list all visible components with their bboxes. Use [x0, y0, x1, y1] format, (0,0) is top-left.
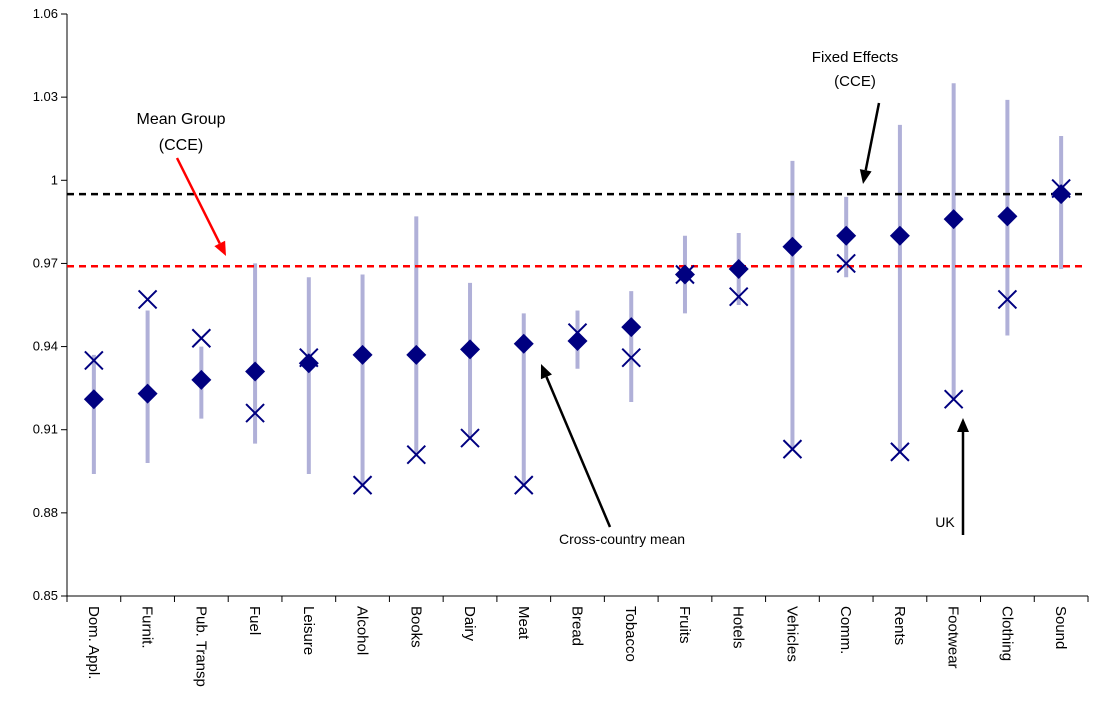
diamond-point: [728, 258, 749, 279]
x-point: [1051, 178, 1071, 199]
y-tick-label: 0.91: [33, 422, 58, 437]
range-bars: [91, 83, 1064, 486]
x-tick-label: Comm.: [837, 606, 854, 654]
x-tick-label: Fuel: [246, 606, 263, 635]
diamond-point: [245, 361, 266, 382]
y-tick-label: 0.85: [33, 588, 58, 603]
x-point: [245, 403, 265, 423]
x-point: [567, 323, 588, 343]
cross-country-mean-arrow-head: [540, 364, 552, 380]
axes: [61, 13, 1089, 602]
diamond-point: [621, 317, 642, 338]
diamond-point: [997, 206, 1018, 227]
diamond-point: [352, 344, 373, 365]
y-tick-label: 1.03: [33, 89, 58, 104]
x-point: [675, 264, 695, 285]
x-point: [84, 350, 104, 371]
x-tick-label: Alcohol: [354, 606, 371, 655]
x-tick-label: Pub. Transp: [192, 606, 209, 687]
mean-group-arrow-head: [214, 240, 226, 256]
diamond-point: [1051, 184, 1072, 205]
x-tick-label: Footwear: [945, 606, 962, 669]
x-point: [729, 286, 749, 307]
y-tick-label: 1: [51, 172, 58, 187]
x-tick-label: Meat: [515, 606, 532, 640]
uk-label: UK: [935, 514, 955, 530]
cross-country-mean-label: Cross-country mean: [559, 531, 685, 547]
reference-lines: [67, 192, 1086, 268]
mean-group-label: (CCE): [159, 137, 203, 154]
x-tick-label: Vehicles: [783, 606, 800, 662]
x-point: [890, 442, 910, 462]
mean-group-label: Mean Group: [137, 111, 226, 128]
diamond-point: [513, 333, 534, 354]
diamond-point: [943, 209, 964, 230]
x-tick-label: Rents: [891, 606, 908, 645]
diamond-point: [406, 344, 427, 365]
x-tick-label: Dom. Appl.: [85, 606, 102, 679]
x-tick-label: Tobacco: [622, 606, 639, 662]
diamond-point: [889, 225, 910, 246]
annotations: Fixed Effects (CCE) Mean Group (CCE) Cross-c…: [137, 49, 969, 547]
x-point: [299, 347, 319, 368]
x-point: [621, 347, 641, 368]
x-point: [836, 253, 856, 274]
x-tick-label: Hotels: [730, 606, 747, 649]
uk-arrow-head: [957, 418, 969, 432]
diamond-point: [567, 331, 588, 352]
x-point: [406, 444, 426, 465]
x-tick-label: Sound: [1052, 606, 1069, 649]
x-tick-label: Fruits: [676, 606, 693, 644]
x-tick-label: Dairy: [461, 606, 478, 642]
x-tick-label: Bread: [569, 606, 586, 646]
diamond-point: [137, 383, 158, 404]
fixed-effects-label: (CCE): [834, 73, 876, 90]
x-tick-label: Furnit.: [139, 606, 156, 649]
x-tick-label: Clothing: [998, 606, 1015, 661]
x-point: [460, 428, 480, 448]
x-tick-label: Leisure: [300, 606, 317, 655]
y-tick-label: 0.97: [33, 255, 58, 270]
diamond-point: [83, 389, 104, 410]
diamond-point: [298, 353, 319, 374]
diamond-point: [782, 236, 803, 257]
y-tick-labels: 0.85 0.88 0.91 0.94 0.97 1 1.03 1.06: [33, 6, 58, 603]
x-point: [782, 439, 803, 459]
x-point: [943, 389, 964, 409]
y-tick-label: 1.06: [33, 6, 58, 21]
fixed-effects-arrow: [864, 102, 881, 171]
x-point: [997, 289, 1018, 310]
x-point: [514, 475, 534, 495]
y-tick-label: 0.88: [33, 505, 58, 520]
cross-country-mean-arrow: [545, 376, 612, 528]
diamond-point: [836, 225, 857, 246]
diamond-point: [460, 339, 481, 360]
x-tick-label: Books: [407, 606, 424, 648]
x-point: [137, 289, 158, 310]
diamond-point: [191, 369, 212, 390]
mean-group-arrow: [175, 157, 221, 245]
x-point: [352, 475, 373, 495]
x-tick-labels: Dom. Appl. Furnit. Pub. Transp Fuel Leisure A…: [85, 606, 1069, 687]
x-point: [191, 328, 212, 348]
y-tick-label: 0.94: [33, 339, 58, 354]
fixed-effects-arrow-head: [859, 169, 872, 184]
fixed-effects-label: Fixed Effects: [812, 49, 898, 66]
data-points: [83, 178, 1072, 495]
